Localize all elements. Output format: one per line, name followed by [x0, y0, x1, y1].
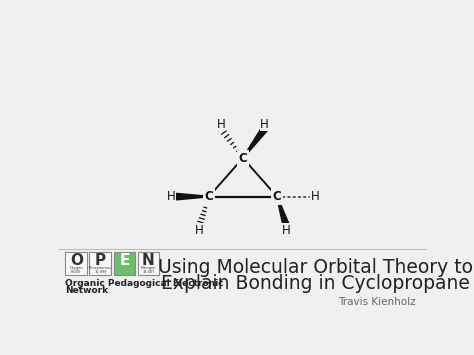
Text: H: H: [310, 190, 319, 203]
Polygon shape: [277, 197, 290, 227]
Bar: [90, 252, 111, 275]
Text: H: H: [217, 118, 226, 131]
Text: C: C: [204, 190, 213, 203]
Text: N: N: [142, 253, 155, 268]
Text: H: H: [195, 224, 204, 237]
Text: O: O: [70, 253, 83, 268]
Text: H: H: [166, 190, 175, 203]
Bar: [65, 252, 87, 275]
Text: Using Molecular Orbital Theory to: Using Molecular Orbital Theory to: [157, 258, 473, 277]
Text: E: E: [119, 253, 129, 268]
Text: Oxygen
8.000: Oxygen 8.000: [70, 266, 83, 274]
Text: Nitrogen
14.007: Nitrogen 14.007: [141, 266, 156, 274]
Text: P: P: [95, 253, 106, 268]
Text: Travis Kienholz: Travis Kienholz: [338, 297, 416, 307]
Bar: [113, 252, 135, 275]
Text: Explain Bonding in Cyclopropane: Explain Bonding in Cyclopropane: [161, 274, 469, 293]
Text: Network: Network: [65, 286, 109, 295]
Text: H: H: [282, 224, 291, 237]
Text: H: H: [260, 118, 269, 131]
Text: C: C: [273, 190, 282, 203]
Text: Organic Pedagogical Electronic: Organic Pedagogical Electronic: [65, 279, 224, 288]
Polygon shape: [243, 127, 267, 158]
Text: Phosphorous
15.999: Phosphorous 15.999: [89, 266, 112, 274]
Text: C: C: [238, 152, 247, 165]
Polygon shape: [176, 193, 209, 200]
Bar: [137, 252, 159, 275]
